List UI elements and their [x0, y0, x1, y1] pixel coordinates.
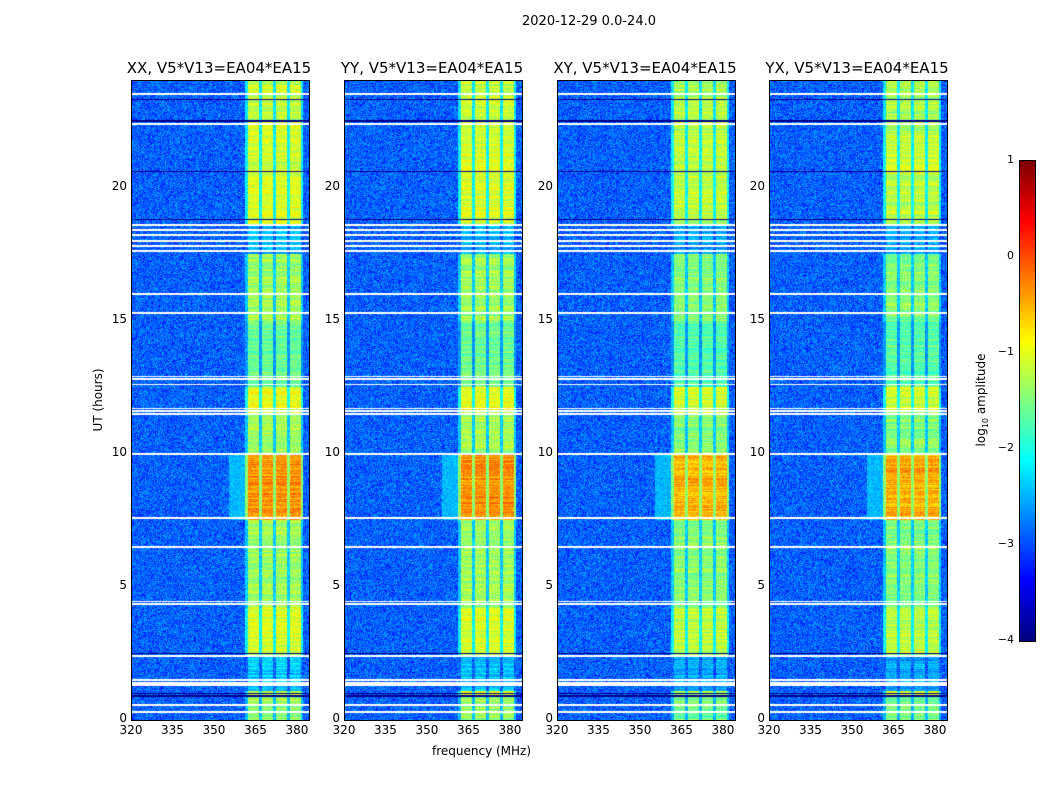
y-tick-label: 20: [537, 178, 553, 193]
x-tick-label: 350: [840, 723, 864, 737]
x-tick-label: 350: [415, 723, 439, 737]
y-tick-label: 20: [749, 178, 765, 193]
panel-title: XY, V5*V13=EA04*EA15: [553, 59, 737, 77]
colorbar-tick-label: 0: [1007, 249, 1014, 262]
y-tick-label: 0: [119, 711, 127, 725]
x-tick-label: 350: [628, 723, 652, 737]
x-tick-label: 365: [244, 723, 267, 737]
x-tick-label: 320: [757, 723, 781, 737]
panel-title: XX, V5*V13=EA04*EA15: [126, 59, 312, 77]
y-tick-label: 10: [749, 444, 765, 459]
colorbar-tick-label: −4: [997, 633, 1014, 646]
x-tick-label: 335: [374, 723, 397, 737]
colorbar-label: log10 amplitude: [973, 353, 991, 447]
x-tick-label: 335: [587, 723, 610, 737]
y-tick-label: 0: [757, 711, 765, 725]
x-tick-label: 380: [711, 723, 735, 737]
colorbar-tick-label: −2: [997, 441, 1014, 454]
suptitle: 2020-12-29 0.0-24.0: [522, 14, 656, 29]
x-tick-label: 335: [161, 723, 184, 737]
y-tick-label: 10: [324, 444, 340, 459]
colorbar-tick-label: −1: [997, 345, 1014, 358]
colorbar: [1019, 160, 1036, 642]
x-tick-label: 350: [202, 723, 226, 737]
y-tick-label: 5: [119, 577, 127, 592]
x-tick-label: 380: [498, 723, 522, 737]
y-tick-label: 20: [111, 178, 127, 193]
y-tick-label: 10: [537, 444, 553, 459]
x-axis-label: frequency (MHz): [432, 744, 532, 758]
colorbar-tick-label: −3: [997, 537, 1014, 550]
y-tick-label: 10: [111, 444, 127, 459]
y-tick-label: 5: [757, 577, 765, 592]
colorbar-tick-label: 1: [1007, 153, 1014, 166]
x-tick-label: 365: [670, 723, 693, 737]
panel-title: YX, V5*V13=EA04*EA15: [765, 59, 949, 77]
y-tick-label: 0: [332, 711, 340, 725]
heatmap-panel-3: [769, 80, 948, 721]
heatmap-panel-1: [344, 80, 523, 721]
y-tick-label: 5: [545, 577, 553, 592]
x-tick-label: 380: [285, 723, 309, 737]
y-tick-label: 20: [324, 178, 340, 193]
heatmap-panel-0: [131, 80, 310, 721]
y-tick-label: 5: [332, 577, 340, 592]
y-tick-label: 15: [537, 311, 553, 326]
panel-title: YY, V5*V13=EA04*EA15: [340, 59, 524, 77]
y-axis-label: UT (hours): [91, 368, 105, 432]
x-tick-label: 365: [457, 723, 480, 737]
x-tick-label: 320: [332, 723, 356, 737]
x-tick-label: 365: [882, 723, 905, 737]
y-tick-label: 15: [749, 311, 765, 326]
heatmap-panel-2: [557, 80, 736, 721]
x-tick-label: 380: [923, 723, 947, 737]
y-tick-label: 15: [324, 311, 340, 326]
y-tick-label: 15: [111, 311, 127, 326]
x-tick-label: 320: [119, 723, 143, 737]
y-tick-label: 0: [545, 711, 553, 725]
x-tick-label: 335: [799, 723, 822, 737]
x-tick-label: 320: [545, 723, 569, 737]
